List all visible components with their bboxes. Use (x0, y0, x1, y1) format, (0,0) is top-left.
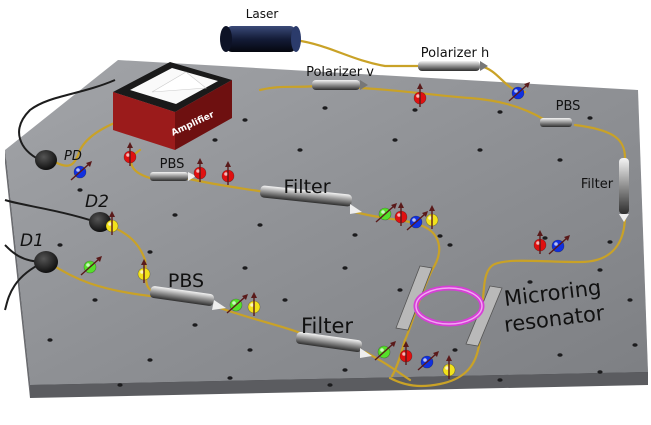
photon (375, 203, 397, 223)
table-hole (557, 353, 563, 357)
table-hole (327, 383, 333, 387)
table-hole (632, 343, 638, 347)
photon (533, 230, 547, 254)
pd-detector: PD (35, 149, 82, 170)
photon (80, 256, 102, 276)
photon (226, 294, 248, 314)
d2-detector: D2 (85, 192, 111, 232)
table-hole (352, 233, 358, 237)
table-hole (412, 108, 418, 112)
table-hole (47, 338, 53, 342)
photon (105, 211, 119, 235)
laser-label: Laser (246, 7, 279, 21)
pbs-upper-left: PBS (150, 157, 196, 181)
laser: Laser (220, 7, 301, 52)
photon (548, 235, 570, 255)
polarizer-h: Polarizer h (418, 46, 489, 71)
table-hole (557, 158, 563, 162)
photons (70, 82, 570, 379)
table-hole (437, 234, 443, 238)
photon (374, 341, 396, 361)
table-hole (242, 266, 248, 270)
photon (413, 83, 427, 107)
photon (417, 351, 439, 371)
table-hole (447, 243, 453, 247)
table-hole (497, 110, 503, 114)
table-hole (172, 213, 178, 217)
photon (123, 142, 137, 166)
pbs-top-right: PBS (540, 99, 580, 127)
table-hole (257, 223, 263, 227)
polarizer-h-label: Polarizer h (421, 46, 489, 61)
table-hole (147, 358, 153, 362)
table-holes (47, 68, 638, 387)
polarizer-v-label: Polarizer v (306, 65, 374, 80)
table-hole (542, 236, 548, 240)
photon (221, 161, 235, 185)
table-hole (342, 266, 348, 270)
table-hole (452, 348, 458, 352)
table-hole (322, 106, 328, 110)
filter-middle-label: Filter (283, 176, 330, 198)
table-hole (247, 348, 253, 352)
table-hole (227, 376, 233, 380)
photon (70, 161, 92, 181)
photon (193, 158, 207, 182)
photon (137, 259, 151, 283)
table-hole (77, 188, 83, 192)
table-hole (147, 250, 153, 254)
amplifier: Amplifier (113, 62, 232, 150)
polarizer-v: Polarizer v (306, 65, 374, 90)
table-hole (607, 240, 613, 244)
table-hole (117, 383, 123, 387)
table-hole (597, 268, 603, 272)
pbs-top-right-label: PBS (556, 99, 581, 114)
table-hole (57, 243, 63, 247)
table-hole (597, 370, 603, 374)
pbs-lower-label: PBS (168, 270, 204, 292)
photon (406, 211, 428, 231)
table-hole (397, 288, 403, 292)
photon (399, 341, 413, 365)
pd-label: PD (64, 149, 82, 164)
photon (394, 202, 408, 226)
d1-detector: D1 (20, 231, 58, 273)
photon (425, 205, 439, 229)
table-hole (92, 298, 98, 302)
table-hole (297, 148, 303, 152)
table-hole (342, 368, 348, 372)
table-hole (282, 298, 288, 302)
photon (508, 82, 530, 102)
filter-bottom-label: Filter (301, 314, 353, 338)
table-hole (527, 280, 533, 284)
microring-resonator (395, 265, 503, 347)
filter-right-label: Filter (581, 177, 614, 192)
table-hole (192, 323, 198, 327)
pbs-upper-left-label: PBS (160, 157, 185, 172)
filter-bottom: Filter (296, 314, 372, 358)
table-hole (477, 148, 483, 152)
photon (442, 355, 456, 379)
table-hole (587, 116, 593, 120)
filter-middle: Filter (260, 176, 362, 214)
d2-label: D2 (85, 192, 109, 212)
table-hole (497, 378, 503, 382)
d1-label: D1 (20, 231, 44, 251)
filter-right: Filter (581, 158, 629, 222)
pbs-lower: PBS (149, 270, 226, 310)
table-hole (392, 138, 398, 142)
photon (247, 292, 261, 316)
table-hole (627, 298, 633, 302)
table-hole (212, 138, 218, 142)
table-hole (242, 118, 248, 122)
